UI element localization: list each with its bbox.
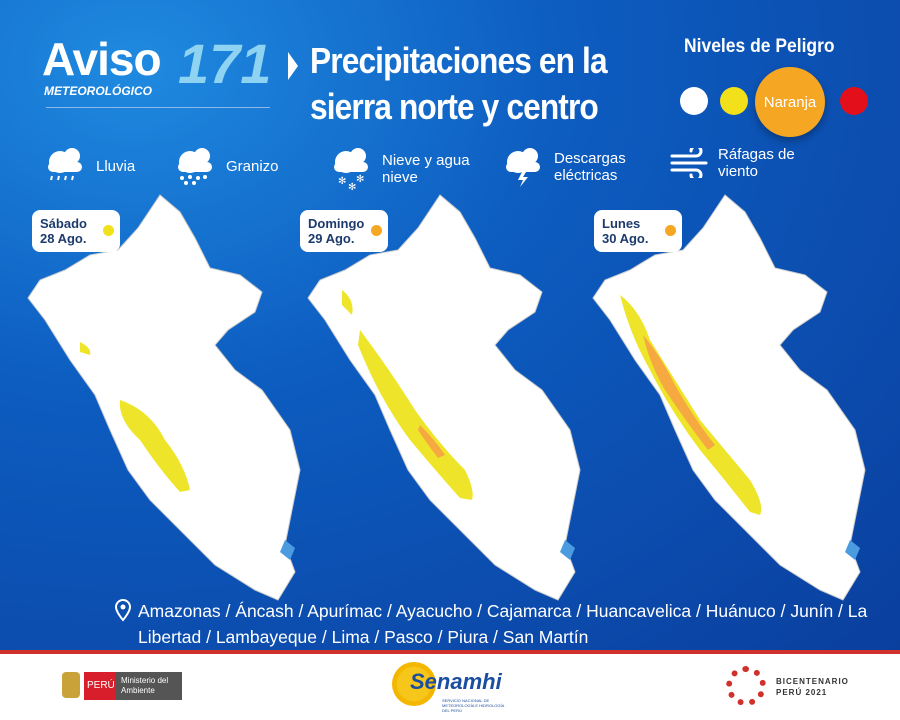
level-yellow — [720, 87, 748, 115]
level-dot — [665, 225, 676, 236]
senamhi-logo: Senamhi — [410, 669, 502, 694]
aviso-label: Aviso — [42, 33, 162, 85]
hazard-wind-label: Ráfagas de viento — [718, 146, 795, 180]
hazard-lightning: Descargas eléctricas — [500, 146, 640, 188]
regions-list: Amazonas / Áncash / Apurímac / Ayacucho … — [138, 601, 868, 647]
bicentenario-subtitle: PERÚ 2021 — [776, 688, 828, 697]
orange-zone — [418, 425, 445, 458]
day-name: Lunes — [602, 216, 641, 231]
arrow-icon — [288, 52, 298, 80]
yellow-zone — [80, 342, 91, 355]
footer: PERÚ Ministerio del Ambiente Senamhi SER… — [0, 654, 900, 720]
senamhi-subtitle: SERVICIO NACIONAL DE METEOROLOGÍA E HIDR… — [442, 698, 505, 713]
day-date: 30 Ago. — [602, 231, 649, 246]
yellow-zone — [342, 290, 473, 500]
location-pin-icon — [114, 598, 132, 622]
level-dot — [103, 225, 114, 236]
levels-title: Niveles de Peligro — [684, 36, 835, 57]
hail-icon — [178, 148, 212, 185]
warning-poster: Aviso METEOROLÓGICO 171 Precipitaciones … — [0, 0, 900, 650]
level-white — [680, 87, 708, 115]
day-card-saturday: Sábado 28 Ago. — [32, 210, 120, 252]
wind-icon — [670, 148, 708, 178]
level-red — [840, 87, 868, 115]
snow-icon: ✻✻✻ — [334, 148, 368, 192]
peru-shield-icon — [62, 672, 80, 698]
level-orange-label: Naranja — [763, 93, 817, 111]
bicentenario-logo: BICENTENARIO PERÚ 2021 — [776, 676, 849, 698]
day-name: Domingo — [308, 216, 365, 231]
rain-icon — [48, 148, 82, 181]
lightning-icon — [506, 148, 540, 187]
map-sunday — [307, 194, 581, 601]
svg-text:✻: ✻ — [348, 182, 356, 192]
peru-logo: PERÚ — [84, 672, 116, 700]
svg-text:✻: ✻ — [356, 174, 364, 185]
senamhi-sun-icon — [392, 662, 436, 706]
yellow-zone — [119, 400, 190, 492]
page-title: Precipitaciones en la sierra norte y cen… — [310, 38, 608, 130]
lake-titicaca — [845, 540, 860, 560]
maps — [27, 194, 866, 601]
level-dot — [371, 225, 382, 236]
map-monday — [592, 194, 866, 601]
day-card-sunday: Domingo 29 Ago. — [300, 210, 388, 252]
yellow-zone — [620, 295, 762, 515]
map-saturday — [27, 194, 301, 601]
bicentenario-title: BICENTENARIO — [776, 677, 849, 686]
orange-zone — [643, 335, 715, 450]
lake-titicaca — [280, 540, 295, 560]
hazard-lightning-label: Descargas eléctricas — [554, 150, 626, 184]
lake-titicaca — [560, 540, 575, 560]
day-date: 29 Ago. — [308, 231, 355, 246]
divider — [0, 650, 900, 654]
day-date: 28 Ago. — [40, 231, 87, 246]
level-orange: Naranja — [755, 67, 825, 137]
bicentenario-icon — [726, 666, 766, 706]
ministry-logo: Ministerio del Ambiente — [116, 672, 182, 700]
title-line-1: Precipitaciones en la — [310, 40, 608, 81]
day-name: Sábado — [40, 216, 87, 231]
divider — [46, 107, 270, 108]
hazard-wind: Ráfagas de viento — [670, 146, 800, 180]
day-card-monday: Lunes 30 Ago. — [594, 210, 682, 252]
hazard-hail: Granizo — [172, 146, 279, 186]
hazard-snow: ✻ ✻ ✻ Nieve y agua nieve — [328, 146, 478, 192]
aviso-number: 171 — [178, 32, 272, 95]
svg-text:✻: ✻ — [338, 176, 346, 187]
hazard-snow-label: Nieve y agua nieve — [382, 152, 470, 186]
hazard-hail-label: Granizo — [226, 157, 279, 175]
hazard-rain: Lluvia — [42, 146, 135, 186]
hazard-rain-label: Lluvia — [96, 157, 136, 175]
aviso-subtitle: METEOROLÓGICO — [44, 84, 152, 98]
title-line-2: sierra norte y centro — [310, 86, 599, 127]
